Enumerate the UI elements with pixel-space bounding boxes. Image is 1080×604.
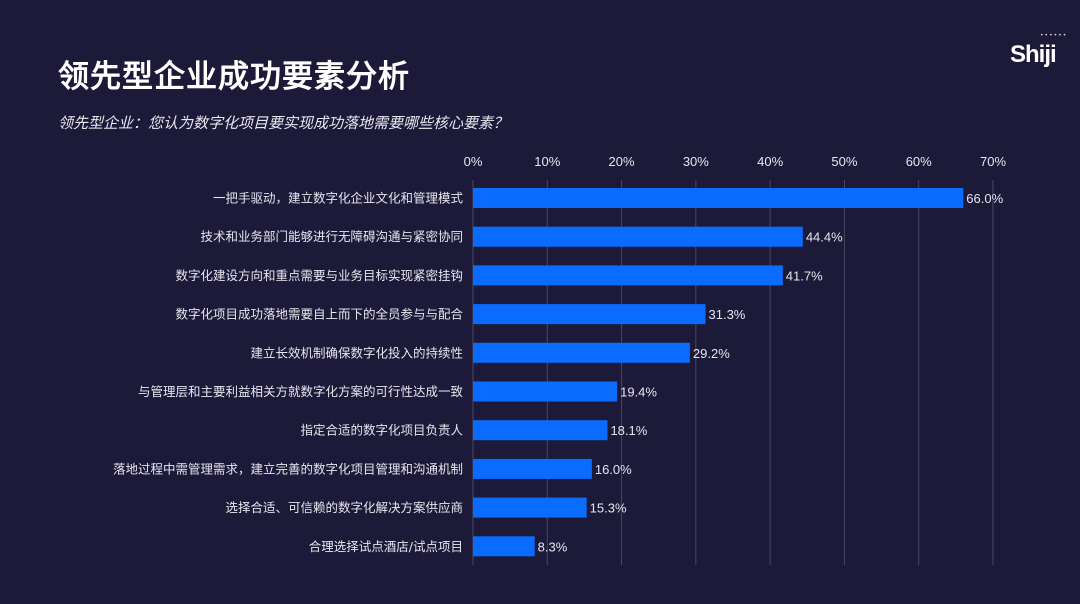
data-label: 66.0% <box>966 191 1003 206</box>
x-tick-label: 70% <box>980 154 1006 169</box>
category-label: 选择合适、可信赖的数字化解决方案供应商 <box>225 500 463 515</box>
category-label: 建立长效机制确保数字化投入的持续性 <box>250 345 463 360</box>
data-label: 31.3% <box>709 307 746 322</box>
bar <box>473 497 587 518</box>
logo-dots-icon: •••••• <box>1040 32 1068 39</box>
chart-subtitle: 领先型企业：您认为数字化项目要实现成功落地需要哪些核心要素？ <box>58 114 509 132</box>
bar <box>473 458 592 479</box>
category-label: 一把手驱动，建立数字化企业文化和管理模式 <box>213 191 464 206</box>
page-title: 领先型企业成功要素分析 <box>58 59 410 95</box>
data-label: 41.7% <box>786 268 823 283</box>
data-label: 15.3% <box>590 501 627 516</box>
category-label: 技术和业务部门能够进行无障碍沟通与紧密协同 <box>200 229 463 244</box>
bar <box>473 381 618 402</box>
x-tick-label: 20% <box>609 154 635 169</box>
category-label: 数字化建设方向和重点需要与业务目标实现紧密挂钩 <box>175 268 463 283</box>
x-tick-label: 50% <box>831 154 857 169</box>
x-tick-label: 0% <box>464 154 483 169</box>
data-label: 8.3% <box>538 539 568 554</box>
shiji-logo: Shiji <box>1010 41 1057 68</box>
category-label: 合理选择试点酒店/试点项目 <box>309 539 463 554</box>
category-label: 与管理层和主要利益相关方就数字化方案的可行性达成一致 <box>138 384 464 399</box>
x-tick-label: 30% <box>683 154 709 169</box>
data-label: 44.4% <box>806 230 843 245</box>
category-label: 数字化项目成功落地需要自上而下的全员参与与配合 <box>175 307 463 322</box>
data-label: 19.4% <box>620 385 657 400</box>
x-tick-label: 10% <box>534 154 560 169</box>
bar <box>473 536 535 557</box>
bar <box>473 304 706 325</box>
bar <box>473 188 964 208</box>
data-label: 18.1% <box>610 423 647 438</box>
x-tick-label: 40% <box>757 154 783 169</box>
bar <box>473 226 803 247</box>
x-tick-label: 60% <box>906 154 932 169</box>
category-label: 落地过程中需管理需求，建立完善的数字化项目管理和沟通机制 <box>113 461 463 476</box>
category-label: 指定合适的数字化项目负责人 <box>300 423 463 438</box>
bar <box>473 342 690 363</box>
data-label: 16.0% <box>595 462 632 477</box>
data-label: 29.2% <box>693 346 730 361</box>
bar <box>473 265 783 286</box>
bar <box>473 420 608 441</box>
